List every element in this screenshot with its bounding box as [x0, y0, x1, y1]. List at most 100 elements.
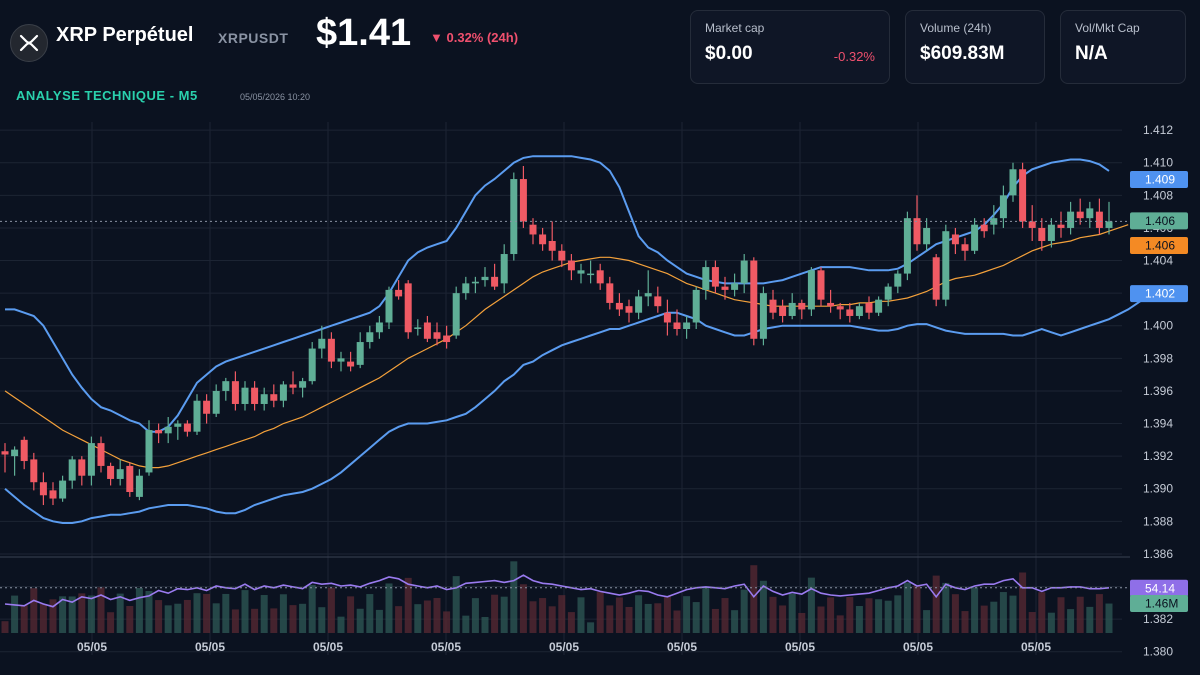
candle-body — [452, 293, 460, 336]
volume-bar — [491, 594, 499, 633]
candle-body — [721, 286, 729, 290]
candle-body — [510, 179, 518, 255]
last-price-tag-background — [1130, 212, 1188, 230]
candle-body — [299, 381, 307, 388]
candle-body — [567, 260, 575, 271]
volume-bar — [683, 596, 691, 633]
candle — [308, 342, 316, 385]
candle — [471, 276, 479, 294]
xrp-x-icon — [10, 24, 48, 62]
volume-bar — [395, 606, 403, 633]
candle — [990, 205, 998, 235]
lower-band-tag: 1.402 — [1130, 285, 1188, 303]
candle-body — [654, 296, 662, 307]
volume-bar — [932, 575, 940, 633]
volume-bar — [462, 615, 470, 633]
candle-body — [462, 283, 470, 294]
volume-bar — [942, 582, 950, 633]
candles — [1, 162, 1113, 506]
volume-bar — [817, 606, 825, 633]
volume-bar — [539, 598, 547, 633]
candle — [385, 286, 393, 330]
candle-body — [1028, 221, 1036, 228]
candle-body — [548, 240, 556, 251]
volume-bar — [327, 587, 335, 633]
candle-body — [164, 426, 172, 434]
volume-bar — [846, 597, 854, 633]
volume-bar — [788, 593, 796, 633]
candle-body — [683, 322, 691, 330]
current-price: $1.41 — [316, 12, 412, 54]
volume-bar — [519, 584, 527, 633]
volume-bar — [577, 597, 585, 633]
volume-bar — [423, 600, 431, 633]
candle-body — [500, 254, 508, 284]
candle-body — [692, 289, 700, 323]
chart-grid — [0, 122, 1122, 655]
candle — [1009, 162, 1017, 202]
volume-bar — [116, 593, 124, 633]
candle-body — [270, 394, 278, 401]
candle — [222, 377, 230, 401]
candle — [510, 172, 518, 261]
volume-label: Volume (24h) — [920, 21, 992, 35]
volume-bar — [145, 590, 153, 633]
volume-bar — [798, 612, 806, 633]
volume-bar — [260, 595, 268, 633]
volume-bar — [1038, 592, 1046, 633]
y-axis-tick-label: 1.396 — [1143, 384, 1173, 398]
candle — [68, 456, 76, 489]
volume-bar — [721, 598, 729, 633]
candle — [846, 302, 854, 323]
candle — [49, 482, 57, 506]
volume-bar — [356, 608, 364, 633]
candle-body — [87, 443, 95, 476]
candle — [174, 420, 182, 440]
volume-bar — [913, 585, 921, 633]
candle — [183, 420, 191, 437]
rsi-tag-text: 54.14 — [1145, 581, 1175, 595]
volume-bar — [750, 565, 758, 633]
candle — [366, 325, 374, 349]
candle-body — [971, 224, 979, 251]
volume-bar — [481, 616, 489, 633]
y-axis-tick-label: 1.404 — [1143, 254, 1173, 268]
candle-body — [404, 283, 412, 333]
volume-bar — [1047, 612, 1055, 633]
vol-mkt-cap-value: N/A — [1075, 43, 1108, 64]
volume-bar — [308, 584, 316, 633]
candle-body — [126, 465, 134, 493]
volume-bar — [414, 604, 422, 633]
candle-body — [539, 234, 547, 245]
candle — [193, 394, 201, 435]
candle-body — [39, 482, 47, 496]
candle — [107, 462, 115, 486]
candle-body — [78, 459, 86, 476]
candle-body — [20, 439, 28, 462]
pair-symbol: XRPUSDT — [218, 30, 289, 46]
volume-bar — [702, 586, 710, 633]
lower-bollinger-band — [4, 289, 1158, 524]
candle — [1038, 218, 1046, 251]
candle-body — [798, 302, 806, 310]
candle — [337, 351, 345, 372]
y-axis-tick-label: 1.410 — [1143, 156, 1173, 170]
volume-bar — [779, 605, 787, 633]
volume-bar — [318, 607, 326, 633]
candle — [663, 299, 671, 336]
volume-bar — [894, 595, 902, 633]
candle — [625, 299, 633, 323]
volume-bar — [1019, 572, 1027, 633]
candle-body — [644, 293, 652, 297]
candle — [423, 315, 431, 343]
candle — [606, 276, 614, 310]
candle — [1086, 201, 1094, 228]
volume-bar — [1057, 597, 1065, 633]
x-axis-tick-label: 05/05 — [313, 640, 343, 654]
candle-body — [107, 465, 115, 479]
volume-bar — [39, 603, 47, 633]
volume-bar — [951, 594, 959, 633]
candle-body — [116, 469, 124, 479]
candle — [78, 456, 86, 486]
